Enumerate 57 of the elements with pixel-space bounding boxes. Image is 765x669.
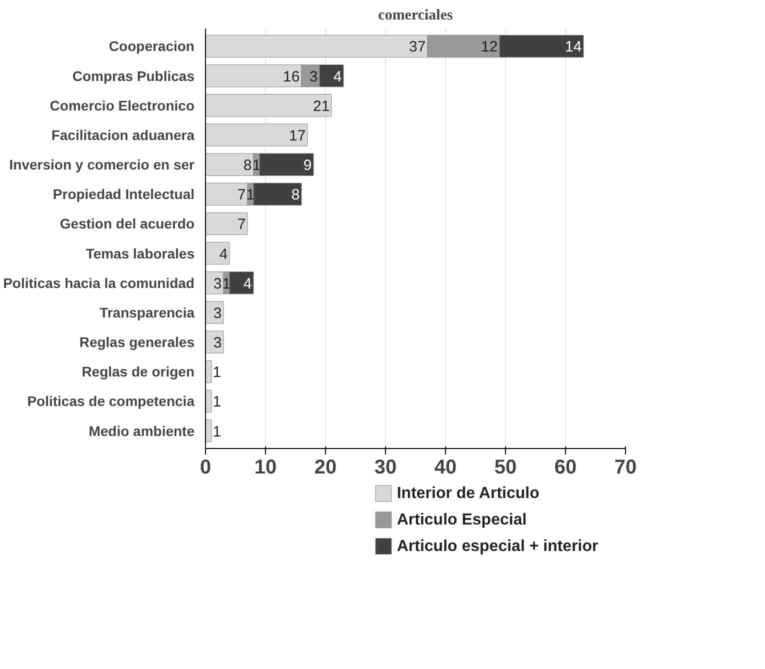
y-tick-label: Medio ambiente [88,422,195,439]
x-tick-label: 60 [554,456,577,478]
data-label: 1 [212,364,222,382]
y-tick-label: Reglas de origen [82,364,195,380]
bar [206,390,212,413]
x-tick-label: 50 [494,456,517,478]
data-label: 1 [252,157,261,174]
x-tick-label: 20 [314,456,337,478]
data-label: 3 [213,275,222,292]
y-tick-label: Politicas hacia la comunidad [3,274,195,291]
data-label: 21 [313,98,330,115]
x-tick-label: 30 [374,456,397,478]
y-tick-label: Comercio Electronico [50,97,194,114]
bar [206,301,224,324]
bar [206,212,248,236]
bar [206,360,212,383]
data-label: 4 [333,68,342,86]
data-label: 1 [212,394,222,411]
data-label: 3 [213,334,222,352]
data-label: 9 [303,157,312,174]
x-tick-label: 70 [614,456,637,478]
y-tick-label: Gestion del acuerdo [60,216,195,232]
data-label: 4 [219,246,228,263]
y-tick-label: Compras Publicas [72,68,195,84]
x-tick-label: 10 [254,456,277,478]
data-label: 14 [565,38,582,56]
chart-title: comerciales [378,8,454,24]
bar [206,419,212,442]
data-label: 4 [243,275,252,292]
data-label: 1 [222,275,231,292]
y-tick-label: Facilitacion aduanera [51,126,195,143]
legend-label: Articulo Especial [396,511,527,528]
data-label: 16 [283,68,300,86]
y-tick-label: Politicas de competencia [27,393,195,410]
bar [206,330,224,354]
y-tick-label: Propiedad Intelectual [52,186,195,202]
data-label: 17 [289,127,306,144]
data-label: 7 [237,186,246,204]
data-label: 37 [409,38,426,56]
y-tick-label: Temas laborales [86,245,195,262]
legend-label: Articulo especial + interior [396,538,598,555]
x-tick-label: 40 [434,456,457,478]
data-label: 12 [481,38,498,56]
data-label: 3 [213,304,222,322]
y-tick-label: Inversion y comercio en ser [9,156,196,173]
data-label: 3 [309,68,318,86]
legend-label: Interior de Articulo [396,485,540,502]
data-label: 1 [246,186,255,204]
bar [206,242,230,265]
data-label: 8 [243,157,252,174]
data-label: 8 [291,186,300,204]
x-tick-label: 0 [200,456,212,478]
data-label: 1 [212,423,222,440]
y-tick-label: Reglas generales [79,334,195,350]
y-tick-label: Cooperacion [108,38,195,54]
data-label: 7 [237,216,246,234]
y-tick-label: Transparencia [100,304,195,320]
